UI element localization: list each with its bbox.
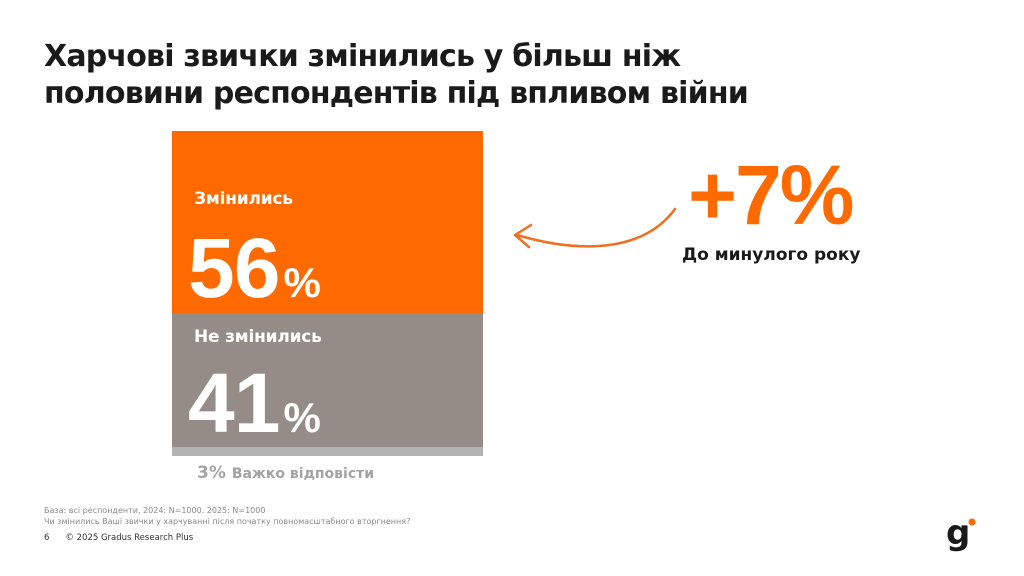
gradus-logo-icon: g: [946, 514, 976, 553]
changed-block: Змінились 56%: [172, 131, 483, 313]
hard-to-say-legend: 3% Важко відповісти: [197, 463, 374, 483]
page-title: Харчові звички змінились у більш ніж пол…: [44, 39, 749, 111]
changed-percent: %: [283, 259, 320, 306]
copyright: © 2025 Gradus Research Plus: [65, 533, 194, 543]
footnote-question: Чи змінились Ваші звички у харчуванні пі…: [44, 517, 411, 526]
svg-text:g: g: [946, 514, 970, 553]
unchanged-number: 41: [188, 356, 280, 450]
footnote-base: База: всі респонденти, 2024: N=1000. 202…: [44, 506, 266, 515]
changed-number: 56: [188, 221, 280, 315]
changed-label: Змінились: [194, 189, 293, 209]
page-number: 6: [44, 533, 50, 543]
delta-value: +7%: [688, 148, 854, 242]
changed-value: 56%: [188, 226, 321, 325]
hard-to-say-value: 3%: [197, 463, 226, 483]
footer: 6 © 2025 Gradus Research Plus: [44, 533, 193, 543]
delta-caption: До минулого року: [682, 245, 861, 265]
hard-to-say-bar: [172, 447, 483, 456]
hard-to-say-label: Важко відповісти: [231, 466, 375, 482]
unchanged-label: Не змінились: [194, 327, 322, 347]
curved-arrow-icon: [513, 207, 677, 249]
footnote: База: всі респонденти, 2024: N=1000. 202…: [44, 505, 410, 527]
unchanged-block: Не змінились 41%: [172, 313, 483, 447]
unchanged-percent: %: [283, 394, 320, 441]
unchanged-value: 41%: [188, 361, 321, 460]
